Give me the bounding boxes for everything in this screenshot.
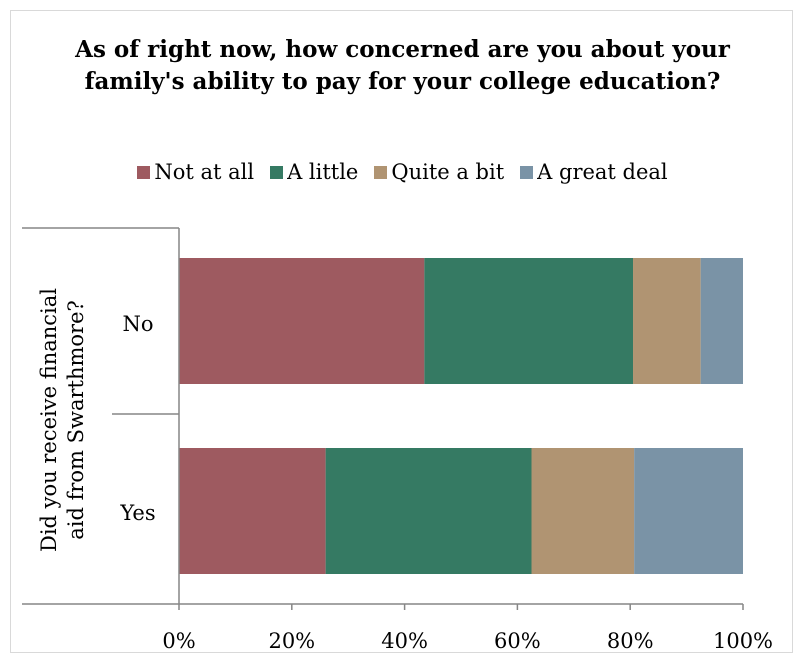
x-tick-label: 20% — [268, 629, 315, 653]
legend-item-a-little: A little — [270, 158, 358, 186]
bar-yes-a-great-deal — [634, 448, 743, 574]
legend-item-a-great-deal: A great deal — [520, 158, 668, 186]
bars-group — [179, 258, 743, 574]
y-axis-title: Did you receive financial aid from Swarth… — [37, 288, 88, 552]
chart-legend: Not at all A little Quite a bit A great dea… — [0, 158, 805, 186]
bar-yes-quite-a-bit — [531, 448, 635, 574]
bar-no-quite-a-bit — [633, 258, 701, 384]
legend-item-not-at-all: Not at all — [137, 158, 254, 186]
x-tick-label: 80% — [607, 629, 654, 653]
legend-label: A little — [287, 160, 359, 184]
legend-label: Not at all — [154, 160, 255, 184]
x-tick-label: 60% — [494, 629, 541, 653]
x-tick-label: 0% — [162, 629, 195, 653]
bar-no-a-great-deal — [700, 258, 743, 384]
legend-swatch — [270, 165, 284, 179]
category-label-yes: Yes — [119, 501, 155, 525]
legend-swatch — [137, 165, 151, 179]
legend-label: Quite a bit — [391, 160, 505, 184]
axes-group: 0% 20% 40% 60% 80% 100% No Yes — [22, 227, 773, 653]
bar-no-not-at-all — [179, 258, 425, 384]
legend-swatch — [520, 165, 534, 179]
x-tick-label: 40% — [381, 629, 428, 653]
bar-no-a-little — [424, 258, 634, 384]
legend-label: A great deal — [537, 160, 668, 184]
x-tick-label: 100% — [713, 629, 773, 653]
category-label-no: No — [122, 312, 153, 336]
legend-item-quite-a-bit: Quite a bit — [374, 158, 504, 186]
legend-swatch — [374, 165, 388, 179]
bar-yes-not-at-all — [179, 448, 326, 574]
chart-title: As of right now, how concerned are you a… — [75, 36, 730, 95]
bar-yes-a-little — [325, 448, 532, 574]
